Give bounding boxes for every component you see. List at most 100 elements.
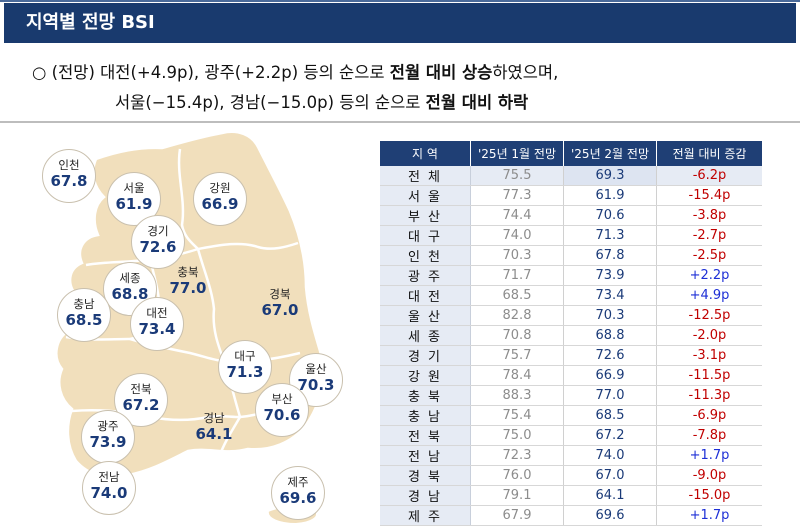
- section-divider: [0, 121, 800, 123]
- table-row: 대 구 74.0 71.3 -2.7p: [380, 225, 762, 246]
- region-name: 울산: [305, 362, 327, 376]
- summary-line-1-text: ○ (전망) 대전(+4.9p), 광주(+2.2p) 등의 순으로: [32, 63, 390, 82]
- table-body: 전 체 75.5 69.3 -6.2p 서 울 77.3 61.9 -15.4p 부 산 74.4…: [380, 166, 762, 526]
- table-row: 전 체 75.5 69.3 -6.2p: [380, 166, 762, 186]
- cell-region: 서 울: [380, 185, 471, 206]
- region-value: 70.6: [263, 406, 301, 424]
- cell-feb-forecast: 73.9: [563, 265, 657, 286]
- table-row: 인 천 70.3 67.8 -2.5p: [380, 245, 762, 266]
- cell-feb-forecast: 73.4: [563, 285, 657, 306]
- region-bubble-jeju: 제주 69.6: [271, 466, 325, 520]
- cell-region: 세 종: [380, 325, 471, 346]
- region-value: 73.4: [138, 320, 176, 338]
- region-name: 광주: [97, 419, 119, 433]
- region-label-gyeongbuk: 경북 67.0: [256, 288, 304, 320]
- region-name: 경남: [203, 411, 225, 425]
- header-change: 전월 대비 증감: [656, 141, 762, 166]
- cell-region: 전 북: [380, 425, 471, 446]
- table-row: 충 북 88.3 77.0 -11.3p: [380, 385, 762, 406]
- summary-line-2: 서울(−15.4p), 경남(−15.0p) 등의 순으로 전월 대비 하락: [115, 89, 528, 113]
- cell-jan-forecast: 79.1: [470, 485, 564, 506]
- cell-region: 대 구: [380, 225, 471, 246]
- cell-feb-forecast: 77.0: [563, 385, 657, 406]
- region-value: 71.3: [226, 363, 264, 381]
- table-row: 서 울 77.3 61.9 -15.4p: [380, 185, 762, 206]
- region-bubble-gyeonggi: 경기 72.6: [131, 215, 185, 269]
- top-rule: [0, 0, 800, 2]
- region-bubble-daegu: 대구 71.3: [218, 340, 272, 394]
- table-row: 충 남 75.4 68.5 -6.9p: [380, 405, 762, 426]
- region-bubble-busan: 부산 70.6: [255, 383, 309, 437]
- cell-feb-forecast: 69.6: [563, 505, 657, 526]
- table-row: 대 전 68.5 73.4 +4.9p: [380, 285, 762, 306]
- cell-region: 제 주: [380, 505, 471, 526]
- cell-change: -2.0p: [656, 325, 762, 346]
- cell-feb-forecast: 71.3: [563, 225, 657, 246]
- region-name: 충북: [177, 265, 199, 279]
- cell-change: -2.5p: [656, 245, 762, 266]
- table-row: 전 남 72.3 74.0 +1.7p: [380, 445, 762, 466]
- cell-change: +2.2p: [656, 265, 762, 286]
- cell-region: 인 천: [380, 245, 471, 266]
- region-value: 66.9: [201, 195, 239, 213]
- cell-region: 광 주: [380, 265, 471, 286]
- cell-jan-forecast: 82.8: [470, 305, 564, 326]
- cell-change: -12.5p: [656, 305, 762, 326]
- header-feb: '25년 2월 전망: [563, 141, 657, 166]
- region-name: 부산: [271, 392, 293, 406]
- cell-feb-forecast: 67.0: [563, 465, 657, 486]
- cell-jan-forecast: 70.3: [470, 245, 564, 266]
- region-value: 77.0: [169, 279, 207, 297]
- region-name: 대전: [146, 306, 168, 320]
- region-value: 70.3: [297, 376, 335, 394]
- cell-jan-forecast: 67.9: [470, 505, 564, 526]
- cell-region: 충 남: [380, 405, 471, 426]
- section-header: 지역별 전망 BSI: [4, 3, 796, 43]
- region-label-chungbuk: 충북 77.0: [164, 265, 212, 298]
- cell-change: -11.5p: [656, 365, 762, 386]
- cell-change: +4.9p: [656, 285, 762, 306]
- cell-feb-forecast: 70.6: [563, 205, 657, 226]
- region-name: 서울: [123, 181, 145, 195]
- summary-line-1-end: 하였으며,: [492, 63, 559, 82]
- summary-line-2-emphasis: 전월 대비 하락: [425, 93, 529, 112]
- region-name: 전남: [98, 470, 120, 484]
- region-name: 강원: [209, 181, 231, 195]
- table-row: 경 기 75.7 72.6 -3.1p: [380, 345, 762, 366]
- cell-feb-forecast: 68.8: [563, 325, 657, 346]
- cell-feb-forecast: 67.8: [563, 245, 657, 266]
- cell-change: +1.7p: [656, 505, 762, 526]
- cell-feb-forecast: 64.1: [563, 485, 657, 506]
- cell-jan-forecast: 88.3: [470, 385, 564, 406]
- region-bubble-incheon: 인천 67.8: [42, 149, 96, 203]
- region-value: 61.9: [115, 195, 153, 213]
- region-name: 인천: [58, 158, 80, 172]
- cell-change: -11.3p: [656, 385, 762, 406]
- cell-region: 부 산: [380, 205, 471, 226]
- table-row: 경 남 79.1 64.1 -15.0p: [380, 485, 762, 506]
- cell-change: -2.7p: [656, 225, 762, 246]
- cell-feb-forecast: 74.0: [563, 445, 657, 466]
- cell-jan-forecast: 77.3: [470, 185, 564, 206]
- header-region: 지 역: [380, 141, 471, 166]
- cell-region: 전 체: [380, 166, 471, 186]
- cell-jan-forecast: 68.5: [470, 285, 564, 306]
- cell-feb-forecast: 67.2: [563, 425, 657, 446]
- cell-region: 울 산: [380, 305, 471, 326]
- region-value: 68.8: [111, 285, 149, 303]
- cell-region: 충 북: [380, 385, 471, 406]
- region-bubble-chungnam: 충남 68.5: [57, 288, 111, 342]
- cell-region: 경 기: [380, 345, 471, 366]
- cell-change: -7.8p: [656, 425, 762, 446]
- region-value: 72.6: [139, 238, 177, 256]
- cell-jan-forecast: 78.4: [470, 365, 564, 386]
- cell-jan-forecast: 75.0: [470, 425, 564, 446]
- table-row: 강 원 78.4 66.9 -11.5p: [380, 365, 762, 386]
- table-row: 제 주 67.9 69.6 +1.7p: [380, 505, 762, 526]
- cell-change: +1.7p: [656, 445, 762, 466]
- region-value: 64.1: [195, 425, 233, 443]
- region-name: 경기: [147, 224, 169, 238]
- cell-jan-forecast: 71.7: [470, 265, 564, 286]
- cell-jan-forecast: 74.0: [470, 225, 564, 246]
- region-bubble-gangwon: 강원 66.9: [193, 172, 247, 226]
